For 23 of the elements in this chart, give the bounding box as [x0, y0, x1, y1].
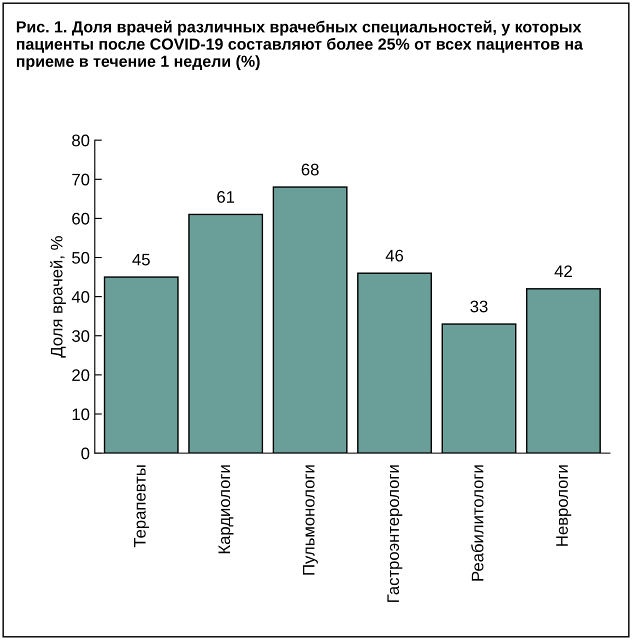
- x-tick-label: Терапевты: [134, 465, 150, 548]
- y-tick-label: 20: [72, 369, 90, 382]
- y-tick-label: 10: [72, 408, 90, 420]
- y-tick-label: 60: [72, 212, 90, 225]
- chart-title: Рис. 1. Доля врачей различных врачебных специальностей, у которых пациенты после COVID-19 составляют более 25% от всех пациентов на приеме в течение 1 недели (%): [16, 20, 583, 70]
- x-tick-label: Реабилитологи: [471, 465, 484, 581]
- data-label: 61: [217, 191, 234, 203]
- y-tick-label: 70: [72, 174, 90, 186]
- data-label: 45: [132, 254, 150, 266]
- y-tick-label: 30: [72, 330, 90, 342]
- data-label: 42: [554, 265, 572, 278]
- x-tick-label: Кардиологи: [218, 465, 234, 554]
- y-tick-label: 0: [81, 448, 90, 460]
- x-tick-label: Гастроэнтерологи: [387, 465, 402, 602]
- data-label: 33: [470, 300, 488, 312]
- y-tick-label: 50: [72, 252, 90, 264]
- x-tick-label: Неврологи: [556, 465, 572, 546]
- y-tick-label: 80: [72, 134, 90, 146]
- y-tick-label: 40: [72, 291, 90, 303]
- x-tick-label: Пульмонологи: [302, 465, 318, 575]
- y-axis-title: Доля врачей, %: [50, 236, 66, 358]
- data-label: 46: [386, 250, 404, 262]
- data-label: 68: [302, 164, 319, 176]
